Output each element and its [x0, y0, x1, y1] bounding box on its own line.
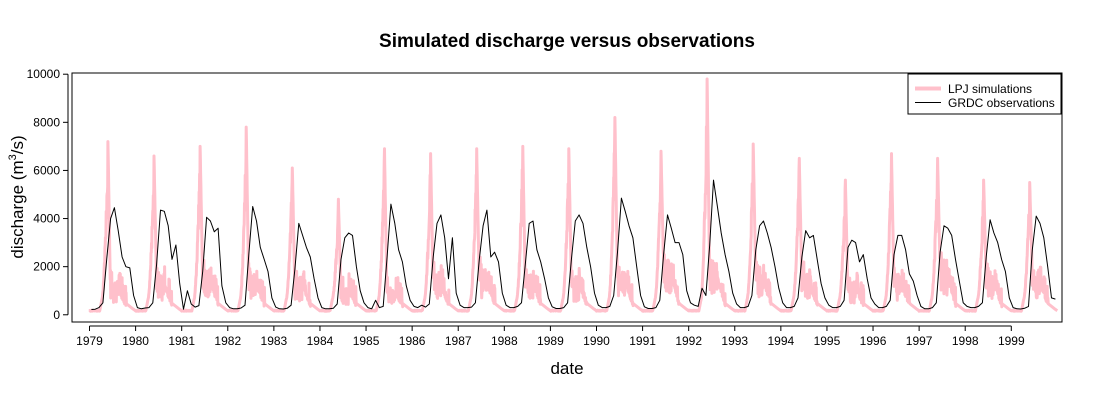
x-tick-label: 1983 [261, 334, 288, 348]
x-tick-label: 1993 [721, 334, 748, 348]
legend: LPJ simulations GRDC observations [907, 73, 1062, 115]
x-tick-label: 1984 [307, 334, 334, 348]
series-layer [88, 77, 1059, 313]
y-tick-label: 4000 [33, 212, 60, 226]
x-tick-label: 1990 [583, 334, 610, 348]
y-axis: 0 2000 4000 6000 8000 10000 [27, 67, 69, 322]
y-tick-label: 6000 [33, 163, 60, 177]
x-tick-label: 1981 [168, 334, 195, 348]
legend-label-lpj: LPJ simulations [948, 82, 1032, 96]
y-axis-label-main: discharge (m [8, 160, 27, 258]
x-tick-label: 1991 [629, 334, 656, 348]
y-axis-label-tail: /s) [8, 135, 27, 154]
x-axis-label: date [550, 359, 583, 378]
series-line-lpj-simulations [88, 77, 1059, 313]
y-tick-label: 0 [53, 308, 60, 322]
y-axis-label-superscript: 3 [7, 154, 19, 160]
y-axis-label: discharge (m3/s) [7, 135, 27, 258]
x-tick-label: 1986 [399, 334, 426, 348]
x-tick-label: 1997 [906, 334, 933, 348]
y-tick-label: 8000 [33, 115, 60, 129]
x-tick-label: 1989 [537, 334, 564, 348]
x-tick-label: 1998 [952, 334, 979, 348]
x-axis: 1979 1980 1981 1982 1983 1984 1985 1986 1987 1988… [76, 325, 1025, 348]
legend-box [907, 73, 1062, 115]
x-tick-label: 1985 [353, 334, 380, 348]
y-tick-label: 10000 [27, 67, 61, 81]
plot-frame [71, 72, 1063, 323]
x-tick-label: 1980 [122, 334, 149, 348]
x-tick-label: 1996 [860, 334, 887, 348]
x-tick-label: 1994 [768, 334, 795, 348]
legend-label-grdc: GRDC observations [948, 96, 1055, 110]
x-tick-label: 1979 [76, 334, 103, 348]
chart-title: Simulated discharge versus observations [379, 31, 755, 52]
series-line-grdc-observations [91, 179, 1056, 310]
x-tick-label: 1992 [675, 334, 702, 348]
y-tick-label: 2000 [33, 260, 60, 274]
x-tick-label: 1988 [491, 334, 518, 348]
x-tick-label: 1982 [214, 334, 241, 348]
x-tick-label: 1987 [445, 334, 472, 348]
x-tick-label: 1995 [814, 334, 841, 348]
x-tick-label: 1999 [998, 334, 1025, 348]
